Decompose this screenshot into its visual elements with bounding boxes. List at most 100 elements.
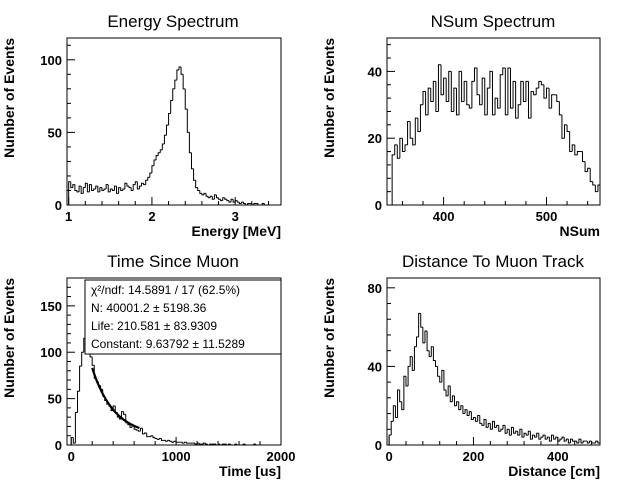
x-tick-label: 200 bbox=[463, 449, 485, 464]
histogram-bin bbox=[116, 186, 119, 194]
histogram-bin bbox=[491, 71, 496, 116]
histogram-bin bbox=[93, 188, 96, 191]
histogram-bin bbox=[218, 197, 221, 200]
x-tick-label: 400 bbox=[433, 209, 455, 224]
histogram-bin bbox=[522, 81, 526, 102]
histogram-bin bbox=[574, 144, 578, 156]
histogram-bin bbox=[155, 155, 159, 160]
x-tick-label: 400 bbox=[547, 449, 569, 464]
histogram-bin bbox=[439, 376, 442, 383]
histogram-bin bbox=[213, 194, 217, 200]
histogram-bin bbox=[240, 201, 244, 204]
histogram-bin bbox=[72, 437, 76, 444]
histogram-bin bbox=[472, 416, 476, 420]
histogram-bin bbox=[165, 440, 168, 442]
histogram-bin bbox=[569, 131, 573, 153]
histogram-bin bbox=[525, 80, 529, 102]
histogram-bin bbox=[130, 187, 134, 191]
histogram-bin bbox=[563, 437, 567, 442]
histogram-bin bbox=[159, 149, 163, 153]
histogram-bin bbox=[201, 193, 204, 196]
histogram-bin bbox=[86, 183, 90, 193]
histogram-bin bbox=[202, 442, 206, 445]
histogram-bin bbox=[542, 434, 546, 438]
histogram-bin bbox=[158, 438, 162, 440]
histogram-bin bbox=[418, 312, 421, 337]
histogram-bin bbox=[105, 184, 109, 190]
histogram-bin bbox=[441, 369, 444, 383]
histogram-bin bbox=[121, 411, 124, 420]
histogram-bin bbox=[455, 88, 460, 116]
histogram-bin bbox=[124, 182, 127, 190]
histogram-bin bbox=[88, 184, 92, 192]
histogram-bin bbox=[145, 179, 148, 185]
stats-line: Life: 210.581 ± 83.9309 bbox=[91, 319, 217, 333]
histogram-bin bbox=[451, 395, 455, 402]
histogram-bin bbox=[548, 437, 552, 442]
histogram-bin bbox=[502, 424, 506, 430]
stats-line: Constant: 9.63792 ± 11.5289 bbox=[91, 337, 245, 351]
histogram-bin bbox=[139, 427, 143, 432]
histogram bbox=[388, 312, 600, 445]
x-axis-label: Energy [MeV] bbox=[192, 223, 281, 239]
chart-title: NSum Spectrum bbox=[431, 12, 556, 31]
histogram-bin bbox=[78, 185, 82, 192]
y-tick-label: 100 bbox=[40, 345, 62, 360]
histogram-bin bbox=[101, 187, 105, 191]
histogram-bin bbox=[138, 185, 142, 190]
histogram-bin bbox=[498, 425, 501, 432]
y-tick-label: 80 bbox=[368, 281, 382, 296]
histogram-bin bbox=[182, 74, 186, 90]
histogram-bin bbox=[566, 124, 570, 133]
x-axis-label: Time [us] bbox=[219, 463, 281, 479]
histogram-bin bbox=[468, 411, 472, 416]
histogram-bin bbox=[193, 168, 196, 181]
histogram-bin bbox=[437, 366, 440, 377]
histogram-bin bbox=[76, 190, 80, 193]
histogram-bin bbox=[462, 405, 466, 415]
histogram-bin bbox=[435, 81, 439, 112]
chart-panel-0: Energy Spectrum 1 2 3 0 50 100 Energy [MeV] Numb… bbox=[1, 12, 282, 239]
histogram-bin bbox=[479, 94, 483, 106]
histogram-bin bbox=[156, 438, 160, 440]
histogram-bin bbox=[74, 184, 77, 191]
y-axis-label: Number of Events bbox=[321, 278, 337, 398]
histogram-bin bbox=[504, 425, 508, 434]
histogram-bin bbox=[220, 199, 223, 202]
histogram-bin bbox=[504, 68, 508, 116]
histogram-bin bbox=[426, 331, 430, 352]
histogram-bin bbox=[84, 182, 88, 188]
histogram-bin bbox=[466, 81, 470, 106]
histogram-bin bbox=[222, 197, 225, 201]
histogram-bin bbox=[399, 389, 402, 403]
y-tick-label: 0 bbox=[55, 438, 62, 453]
histogram-bin bbox=[180, 67, 184, 75]
histogram-bin bbox=[136, 181, 140, 190]
histogram bbox=[68, 66, 277, 206]
histogram-bin bbox=[589, 168, 593, 183]
histogram-bin bbox=[413, 346, 417, 371]
histogram-bin bbox=[118, 417, 122, 420]
histogram-bin bbox=[491, 420, 495, 430]
histogram-bin bbox=[545, 87, 550, 99]
histogram-bin bbox=[134, 181, 138, 185]
histogram-bin bbox=[548, 88, 552, 109]
histogram-bin bbox=[149, 172, 152, 178]
histogram-bin bbox=[228, 200, 232, 203]
histogram-bin bbox=[171, 441, 174, 443]
histogram-bin bbox=[394, 144, 398, 155]
histogram-bin bbox=[576, 151, 580, 155]
histogram-bin bbox=[564, 124, 568, 139]
histogram-bin bbox=[91, 356, 95, 366]
histogram-bin bbox=[543, 84, 547, 99]
histogram-bin bbox=[169, 440, 172, 442]
histogram-bin bbox=[517, 104, 521, 119]
histogram-bin bbox=[432, 346, 436, 362]
x-tick-label: 3 bbox=[232, 209, 239, 224]
histogram-bin bbox=[453, 395, 457, 407]
histogram-bin bbox=[109, 188, 113, 192]
stats-box bbox=[84, 279, 282, 355]
plot-frame bbox=[386, 37, 601, 206]
histogram-bin bbox=[243, 202, 246, 205]
histogram-bin bbox=[207, 196, 211, 199]
